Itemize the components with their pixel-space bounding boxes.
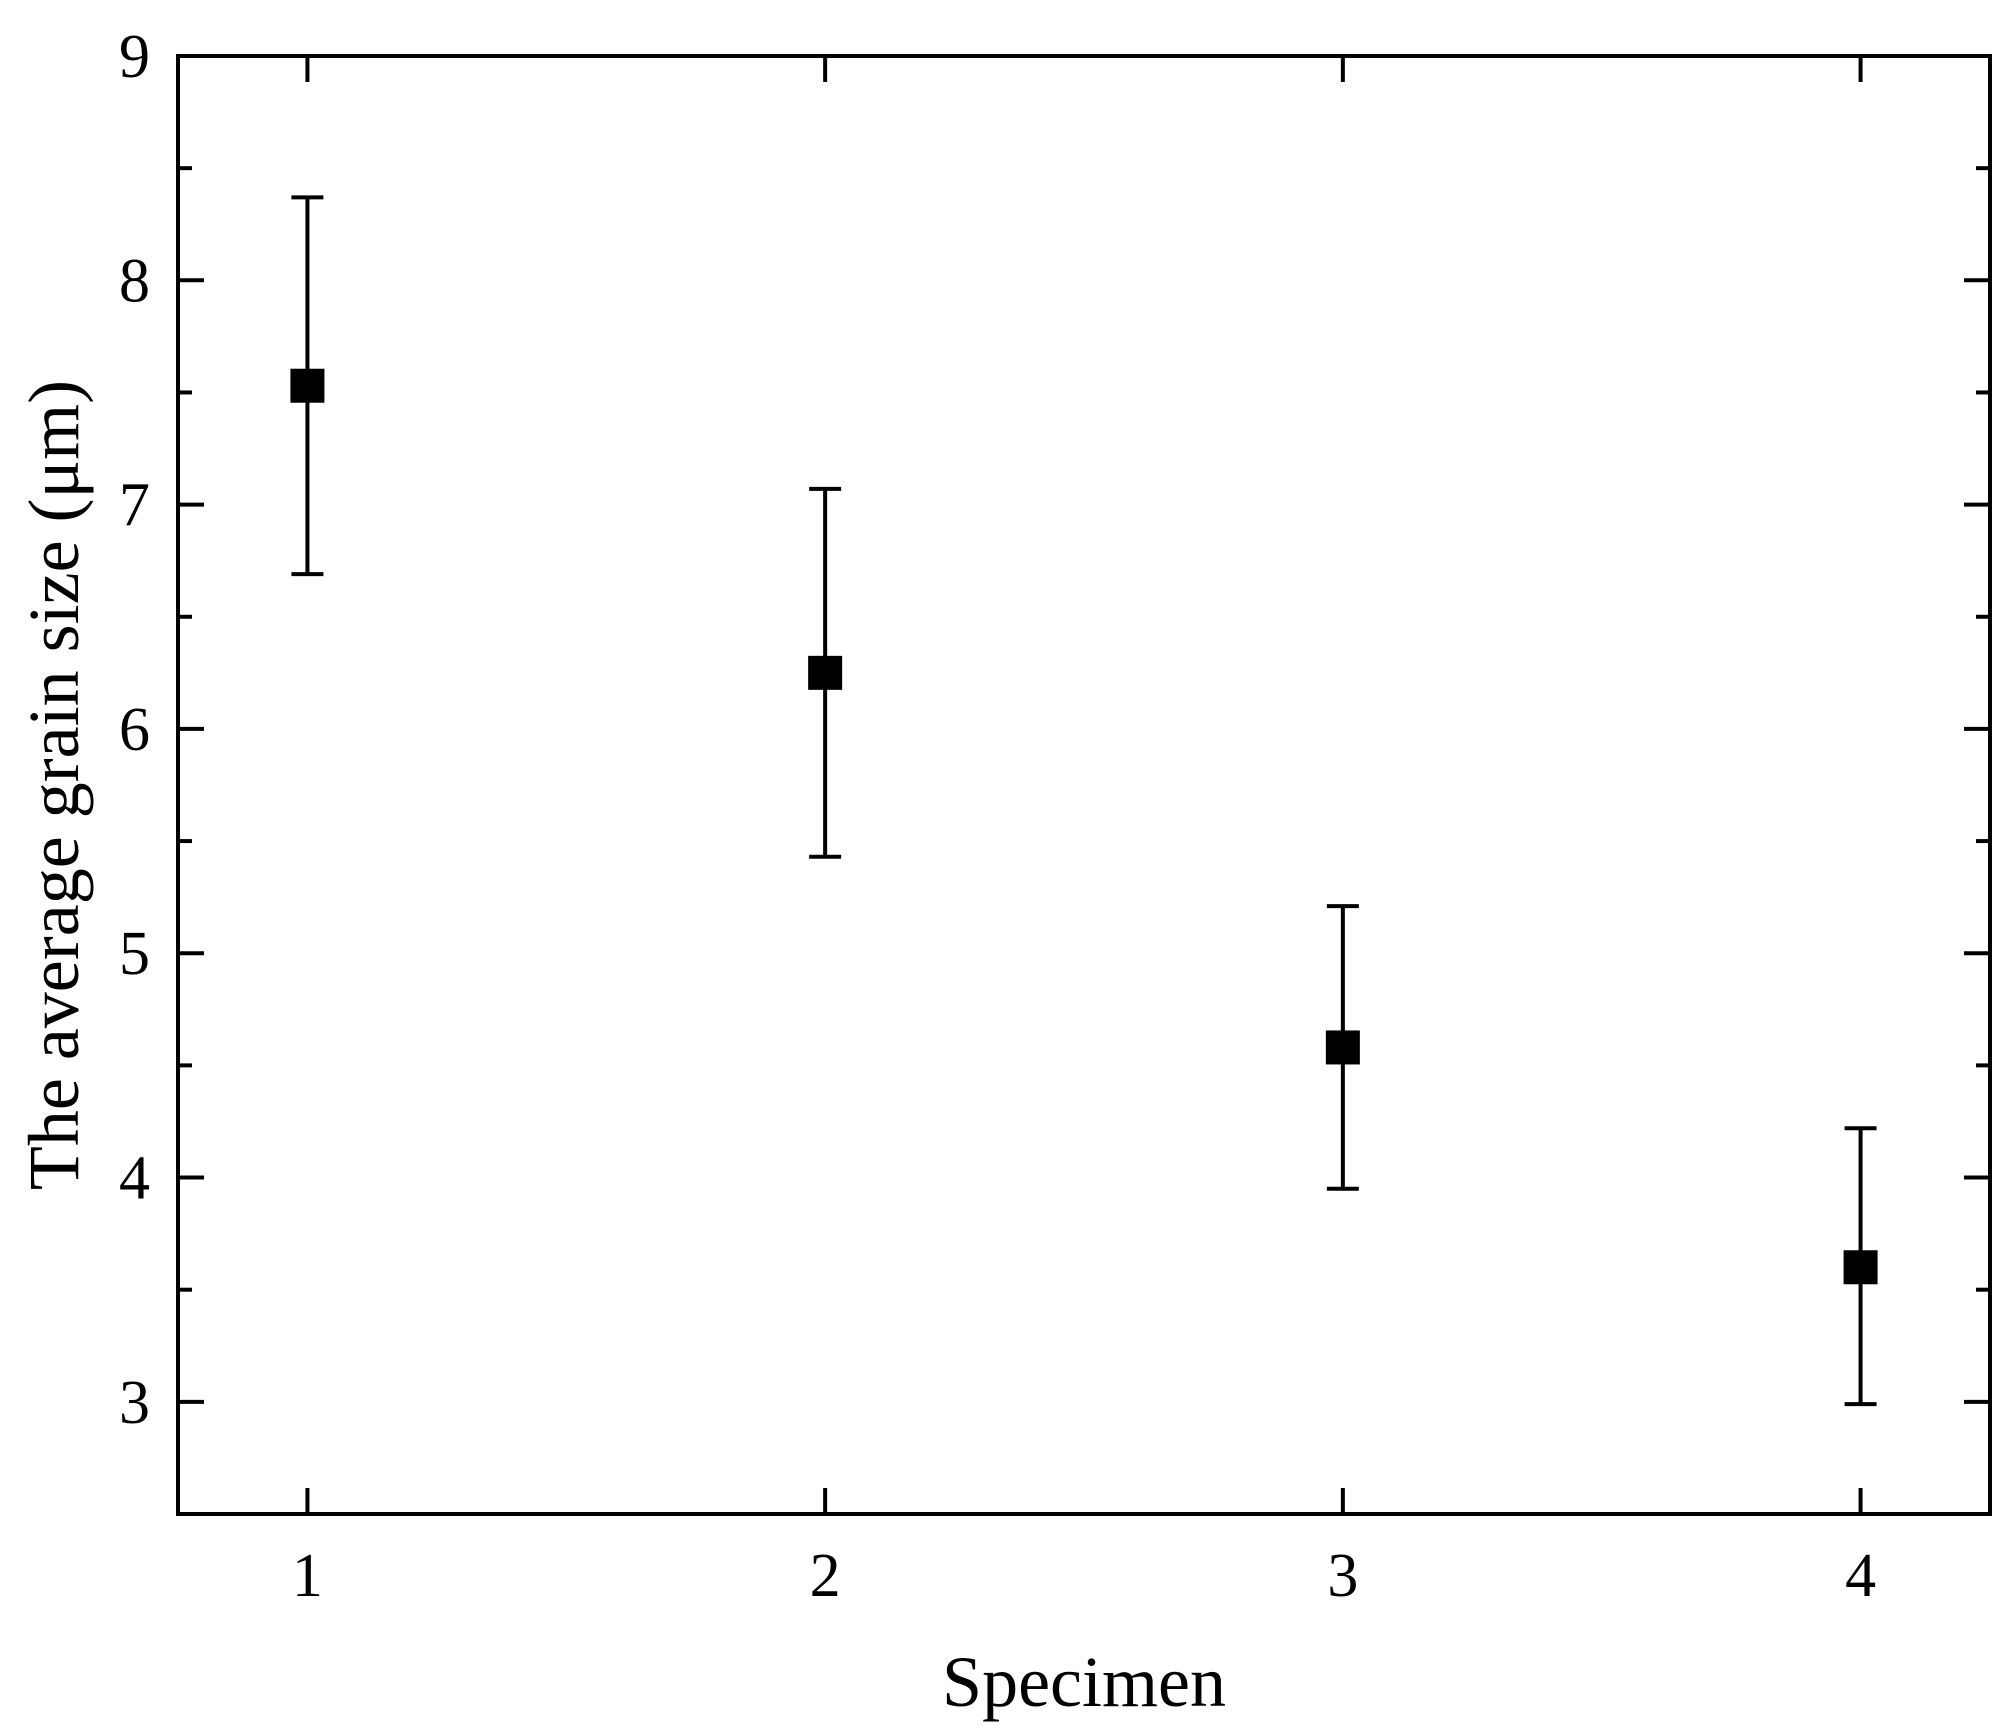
x-axis-title: Specimen — [942, 1642, 1226, 1722]
x-tick-label: 1 — [292, 1542, 323, 1610]
x-tick-label: 3 — [1327, 1542, 1358, 1610]
y-tick-label: 9 — [119, 23, 150, 91]
tick-labels: 1 2 3 4 3 4 5 6 7 8 9 — [119, 23, 1876, 1610]
x-tick-label: 2 — [810, 1542, 841, 1610]
axis-ticks — [178, 54, 1990, 1516]
y-tick-label: 5 — [119, 920, 150, 988]
y-tick-label: 7 — [119, 472, 150, 540]
data-point — [290, 368, 325, 403]
y-tick-label: 6 — [119, 696, 150, 764]
y-tick-label: 3 — [119, 1369, 150, 1437]
data-point — [1843, 1250, 1878, 1285]
y-axis-title: The average grain size (μm) — [14, 380, 94, 1190]
data-point — [808, 655, 843, 690]
plot-frame — [176, 54, 1992, 1516]
x-tick-label: 4 — [1845, 1542, 1876, 1610]
y-tick-label: 4 — [119, 1145, 150, 1213]
data-marks — [290, 195, 1878, 1407]
y-tick-label: 8 — [119, 247, 150, 315]
data-point — [1325, 1030, 1360, 1065]
